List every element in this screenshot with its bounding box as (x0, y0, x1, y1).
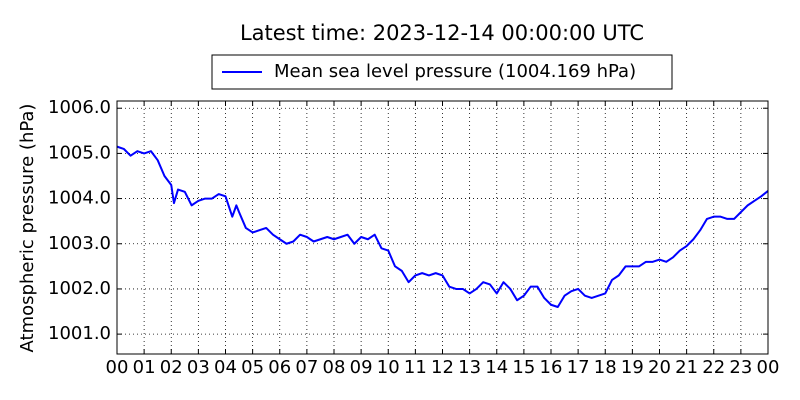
x-tick-label: 16 (540, 357, 563, 378)
x-tick-label: 03 (187, 357, 210, 378)
x-tick-label: 23 (729, 357, 752, 378)
x-tick-label: 17 (567, 357, 590, 378)
legend-box (211, 54, 673, 90)
y-tick-label: 1006.0 (48, 97, 111, 118)
x-tick-label: 00 (106, 357, 129, 378)
x-tick-label: 22 (702, 357, 725, 378)
data-line (116, 145, 769, 309)
x-tick-label: 04 (214, 357, 237, 378)
plot-frame (116, 100, 769, 355)
x-tick-label: 18 (594, 357, 617, 378)
x-tick-label: 09 (350, 357, 373, 378)
x-tick-label: 12 (431, 357, 454, 378)
x-tick-label: 14 (485, 357, 508, 378)
x-tick-label: 05 (241, 357, 264, 378)
x-tick-label: 10 (377, 357, 400, 378)
x-tick-label: 19 (621, 357, 644, 378)
x-tick-label: 11 (404, 357, 427, 378)
x-tick-label: 02 (160, 357, 183, 378)
y-tick-label: 1003.0 (48, 233, 111, 254)
x-tick-label: 20 (648, 357, 671, 378)
y-tick-label: 1004.0 (48, 188, 111, 209)
x-tick-label: 13 (458, 357, 481, 378)
x-tick-label: 21 (675, 357, 698, 378)
y-tick-label: 1005.0 (48, 142, 111, 163)
chart-title: Latest time: 2023-12-14 00:00:00 UTC (240, 21, 644, 45)
y-tick-label: 1001.0 (48, 323, 111, 344)
x-tick-label: 08 (323, 357, 346, 378)
x-tick-label: 01 (133, 357, 156, 378)
x-tick-label: 15 (512, 357, 535, 378)
legend-label: Mean sea level pressure (1004.169 hPa) (274, 61, 636, 82)
x-tick-label: 07 (295, 357, 318, 378)
x-tick-label: 06 (268, 357, 291, 378)
y-tick-label: 1002.0 (48, 278, 111, 299)
y-axis-label: Atmospheric pressure (hPa) (17, 104, 38, 353)
x-tick-label: 00 (757, 357, 780, 378)
